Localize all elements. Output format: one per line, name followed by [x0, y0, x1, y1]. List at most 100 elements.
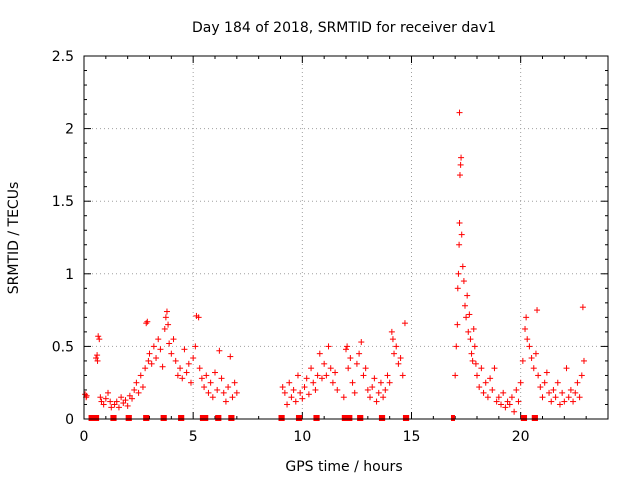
- data-point: [129, 395, 136, 402]
- data-point: [489, 386, 496, 393]
- x-tick-label: 0: [80, 429, 89, 445]
- data-point: [463, 314, 470, 321]
- data-point: [567, 386, 574, 393]
- data-point: [131, 386, 138, 393]
- data-point: [185, 360, 192, 367]
- data-point: [468, 350, 475, 357]
- data-point: [559, 389, 566, 396]
- data-point: [498, 401, 505, 408]
- data-point: [133, 379, 140, 386]
- zero-value-marker: [344, 415, 348, 421]
- data-point: [367, 394, 374, 401]
- data-point: [369, 384, 376, 391]
- data-point: [288, 394, 295, 401]
- zero-value-marker: [217, 415, 222, 421]
- data-point: [356, 350, 363, 357]
- data-point: [530, 365, 537, 372]
- data-point: [456, 109, 463, 116]
- data-point: [150, 343, 157, 350]
- x-tick-label: 20: [512, 429, 530, 445]
- data-point: [102, 395, 109, 402]
- y-tick-label: 1: [65, 267, 74, 283]
- data-point: [377, 379, 384, 386]
- data-point: [166, 340, 173, 347]
- data-point: [281, 389, 288, 396]
- zero-value-marker: [178, 415, 183, 421]
- grid: [84, 56, 608, 419]
- data-point: [345, 365, 352, 372]
- data-point: [524, 336, 531, 343]
- data-point: [522, 325, 529, 332]
- data-point: [561, 398, 568, 405]
- data-point: [94, 357, 101, 364]
- data-point: [198, 375, 205, 382]
- data-point: [347, 355, 354, 362]
- data-point: [146, 350, 153, 357]
- data-point: [222, 398, 229, 405]
- data-point: [163, 308, 170, 315]
- data-point: [395, 360, 402, 367]
- data-point: [145, 357, 152, 364]
- data-point: [454, 285, 461, 292]
- data-point: [388, 328, 395, 335]
- data-point: [458, 154, 465, 161]
- y-axis-label: SRMTID / TECUs: [6, 182, 22, 295]
- data-point: [233, 389, 240, 396]
- data-point: [523, 314, 530, 321]
- data-point: [399, 372, 406, 379]
- data-point: [96, 336, 103, 343]
- data-point: [312, 386, 319, 393]
- zero-value-marker: [357, 415, 362, 421]
- data-point: [457, 161, 464, 168]
- data-point: [454, 321, 461, 328]
- data-point: [476, 384, 483, 391]
- zero-value-marker: [341, 415, 346, 421]
- data-point: [500, 389, 507, 396]
- zero-value-marker: [295, 415, 300, 421]
- data-point: [179, 375, 186, 382]
- data-point: [532, 350, 539, 357]
- data-point: [574, 379, 581, 386]
- data-point: [135, 389, 142, 396]
- x-axis-label: GPS time / hours: [285, 459, 402, 475]
- data-point: [380, 394, 387, 401]
- data-point: [373, 398, 380, 405]
- data-point: [229, 394, 236, 401]
- data-point: [142, 365, 149, 372]
- zero-value-marker: [88, 415, 93, 421]
- data-point: [537, 384, 544, 391]
- data-point: [484, 394, 491, 401]
- data-point: [576, 394, 583, 401]
- data-point: [579, 304, 586, 311]
- data-point: [159, 363, 166, 370]
- data-point: [526, 343, 533, 350]
- data-point: [491, 365, 498, 372]
- data-point: [471, 343, 478, 350]
- y-tick-label: 0.5: [52, 339, 74, 355]
- data-point: [455, 270, 462, 277]
- zero-value-marker: [160, 415, 165, 421]
- zero-value-marker: [202, 415, 207, 421]
- data-point: [195, 314, 202, 321]
- data-point: [318, 375, 325, 382]
- zero-value-marker: [378, 415, 383, 421]
- data-point: [534, 307, 541, 314]
- data-point: [552, 394, 559, 401]
- data-point: [371, 375, 378, 382]
- data-point: [511, 408, 518, 415]
- data-point: [556, 401, 563, 408]
- data-point: [465, 328, 472, 335]
- zero-value-marker: [280, 415, 285, 421]
- data-point: [327, 365, 334, 372]
- data-point: [474, 372, 480, 379]
- data-point: [464, 292, 471, 299]
- zero-value-marker: [346, 415, 351, 421]
- data-point: [122, 397, 129, 404]
- zero-value-marker: [162, 415, 167, 421]
- data-point: [286, 379, 293, 386]
- y-tick-label: 2.5: [52, 49, 74, 65]
- data-point: [107, 398, 114, 405]
- data-point: [299, 395, 306, 402]
- zero-value-marker: [315, 415, 320, 421]
- zero-value-marker: [298, 415, 303, 421]
